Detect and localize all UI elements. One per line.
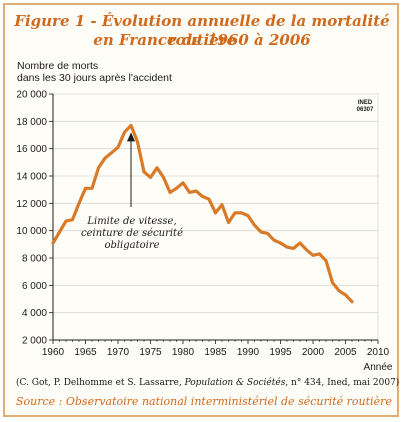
figure-frame bbox=[3, 3, 399, 417]
x-tick-label: 1990 bbox=[237, 347, 260, 358]
annotation-arrow-head bbox=[127, 132, 135, 142]
y-tick-label: 4 000 bbox=[22, 308, 47, 319]
y-tick-label: 2 000 bbox=[22, 336, 47, 347]
y-tick-label: 12 000 bbox=[16, 199, 47, 210]
y-tick-label: 16 000 bbox=[16, 144, 47, 155]
annotation-layer: Limite de vitesse,ceinture de sécuritéob… bbox=[81, 132, 183, 251]
y-axis-label-line2: dans les 30 jours après l'accident bbox=[17, 72, 172, 84]
y-tick-label: 14 000 bbox=[16, 172, 47, 183]
y-tick-label: 20 000 bbox=[16, 90, 47, 101]
figure-title-line2: en France de 1960 à 2006 bbox=[93, 31, 311, 49]
annotation-text-line: obligatoire bbox=[104, 240, 159, 251]
y-axis-label: Nombre de morts bbox=[17, 60, 99, 72]
x-tick-label: 1980 bbox=[172, 347, 195, 358]
citation-details: , n° 434, Ined, mai 2007) bbox=[285, 378, 400, 388]
badge-line1: INED bbox=[358, 100, 373, 106]
annotation-text-line: ceinture de sécurité bbox=[81, 228, 183, 239]
annotation-text-line: Limite de vitesse, bbox=[86, 216, 176, 227]
x-tick-label: 1975 bbox=[139, 347, 162, 358]
y-tick-label: 6 000 bbox=[22, 281, 47, 292]
citation-authors: (C. Got, P. Delhomme et S. Lassarre, bbox=[16, 378, 185, 388]
x-tick-label: 1970 bbox=[107, 347, 130, 358]
citation-journal: Population & Sociétés bbox=[184, 378, 286, 388]
x-axis-label: Année bbox=[364, 362, 393, 373]
source-note: Source : Observatoire national intermini… bbox=[16, 395, 392, 408]
x-tick-label: 1985 bbox=[204, 347, 227, 358]
badge-line2: 06307 bbox=[357, 107, 374, 113]
axis-layer: 2 000 4 000 6 000 8 000 10 000 12 000 14 000 16… bbox=[16, 90, 392, 374]
series-line-mortality bbox=[51, 123, 354, 304]
ined-badge: INED 06307 bbox=[357, 100, 374, 113]
y-tick-label: 8 000 bbox=[22, 254, 47, 265]
x-tick-label: 2010 bbox=[367, 347, 390, 358]
y-tick-label: 18 000 bbox=[16, 117, 47, 128]
x-tick-label: 2005 bbox=[334, 347, 357, 358]
series-layer bbox=[51, 123, 354, 304]
x-tick-label: 1960 bbox=[42, 347, 65, 358]
citation: (C. Got, P. Delhomme et S. Lassarre, Pop… bbox=[16, 378, 399, 388]
figure-title: Figure 1 - Évolution annuelle de la mort… bbox=[14, 12, 390, 49]
x-tick-label: 1995 bbox=[269, 347, 292, 358]
x-tick-label: 2000 bbox=[302, 347, 325, 358]
x-tick-label: 1965 bbox=[74, 347, 97, 358]
y-tick-label: 10 000 bbox=[16, 226, 47, 237]
